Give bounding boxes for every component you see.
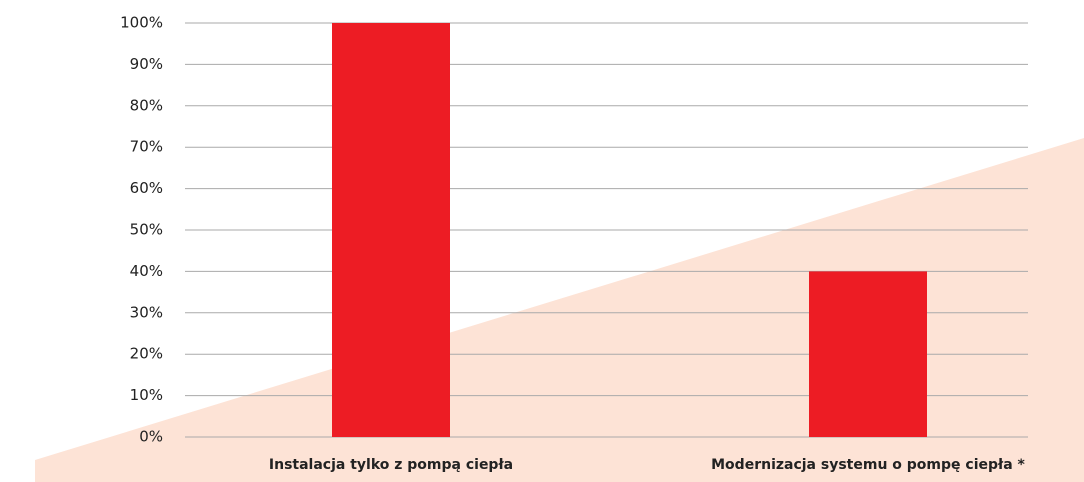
y-tick-label: 60%	[130, 179, 163, 197]
y-tick-label: 90%	[130, 55, 163, 73]
bar	[332, 23, 450, 437]
y-tick-label: 10%	[130, 386, 163, 404]
bar	[809, 271, 927, 437]
y-tick-label: 100%	[120, 14, 163, 32]
y-tick-label: 0%	[139, 428, 163, 446]
y-tick-label: 40%	[130, 262, 163, 280]
x-tick-label: Instalacja tylko z pompą ciepła	[269, 457, 513, 473]
y-tick-label: 20%	[130, 345, 163, 363]
y-tick-label: 30%	[130, 303, 163, 321]
y-tick-label: 70%	[130, 138, 163, 156]
y-tick-label: 80%	[130, 96, 163, 114]
x-tick-label: Modernizacja systemu o pompę ciepła *	[711, 457, 1025, 473]
y-tick-label: 50%	[130, 221, 163, 239]
